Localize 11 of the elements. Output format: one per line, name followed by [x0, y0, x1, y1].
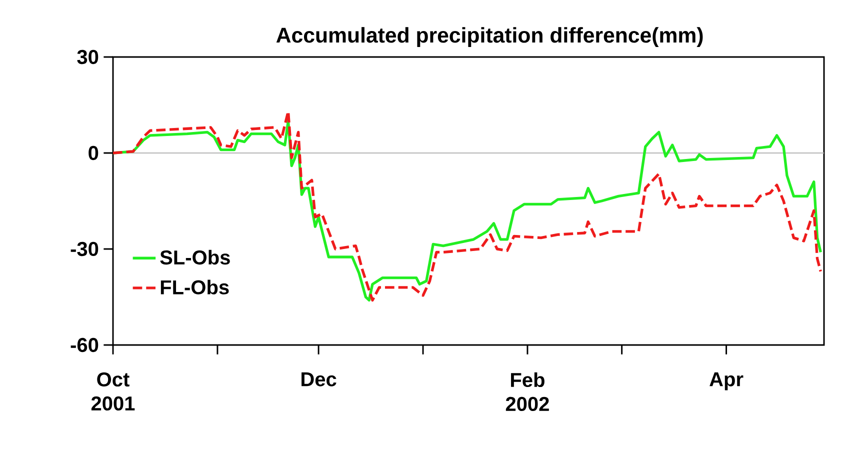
- x-tick-label: Feb 2002: [506, 372, 549, 412]
- y-tick-label: 0: [88, 146, 98, 160]
- y-tick-label: 30: [77, 50, 98, 64]
- y-tick-label: -30: [70, 242, 98, 256]
- legend-label: SL-Obs: [160, 250, 230, 265]
- x-tick-label: Oct 2001: [91, 372, 135, 411]
- chart-title: Accumulated precipitation difference(mm): [276, 27, 703, 47]
- legend-label: FL-Obs: [160, 280, 229, 294]
- x-tick-label: Dec: [302, 372, 336, 386]
- y-tick-label: -60: [70, 338, 98, 352]
- x-tick-label: Apr: [710, 372, 744, 390]
